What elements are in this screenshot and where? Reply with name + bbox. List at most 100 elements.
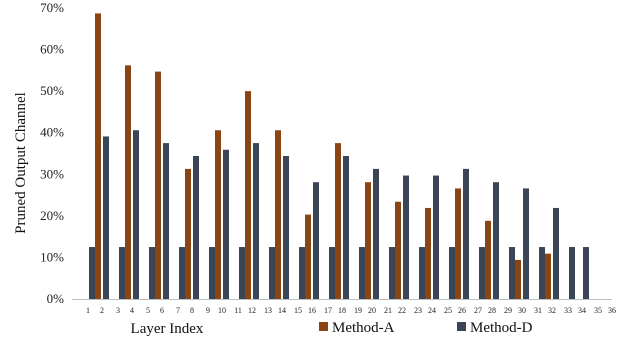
bar-method-d-layer-11 xyxy=(239,247,245,299)
bar-method-d-layer-30 xyxy=(523,188,529,299)
bar-method-d-layer-14 xyxy=(283,155,289,299)
bar-method-d-layer-10 xyxy=(223,149,229,299)
bar-method-d-layer-20 xyxy=(373,168,379,299)
y-tick-label: 20% xyxy=(40,208,64,223)
x-tick-label: 32 xyxy=(548,306,556,315)
bar-method-a-layer-10 xyxy=(215,130,221,299)
x-axis-title: Layer Index xyxy=(131,321,204,337)
y-tick-label: 70% xyxy=(40,0,64,15)
bar-method-a-layer-14 xyxy=(275,130,281,299)
bar-method-d-layer-19 xyxy=(359,247,365,299)
bar-method-d-layer-23 xyxy=(419,247,425,299)
x-tick-label: 34 xyxy=(578,306,586,315)
x-tick-label: 33 xyxy=(564,306,572,315)
y-tick-label: 40% xyxy=(40,125,64,140)
bar-method-d-layer-6 xyxy=(163,143,169,299)
bar-method-d-layer-8 xyxy=(193,155,199,299)
x-tick-label: 36 xyxy=(608,306,616,315)
bar-method-d-layer-27 xyxy=(479,247,485,299)
x-tick-label: 17 xyxy=(324,306,332,315)
legend-label-method-a: Method-A xyxy=(332,320,395,336)
bar-method-d-layer-17 xyxy=(329,247,335,299)
bar-method-a-layer-2 xyxy=(95,13,101,299)
bar-method-d-layer-21 xyxy=(389,247,395,299)
bar-method-d-layer-26 xyxy=(463,168,469,299)
bar-method-a-layer-26 xyxy=(455,188,461,299)
bar-method-d-layer-4 xyxy=(133,130,139,299)
x-tick-label: 9 xyxy=(206,306,210,315)
bar-method-d-layer-3 xyxy=(119,247,125,299)
x-tick-label: 10 xyxy=(218,306,226,315)
bar-method-a-layer-20 xyxy=(365,182,371,299)
bar-method-d-layer-12 xyxy=(253,143,259,299)
bar-method-d-layer-28 xyxy=(493,182,499,299)
bar-method-d-layer-32 xyxy=(553,207,559,299)
bar-method-d-layer-18 xyxy=(343,155,349,299)
y-tick-label: 50% xyxy=(40,83,64,98)
x-tick-label: 14 xyxy=(278,306,286,315)
bar-method-a-layer-6 xyxy=(155,71,161,300)
bar-method-a-layer-24 xyxy=(425,207,431,299)
x-tick-label: 16 xyxy=(308,306,316,315)
x-tick-label: 26 xyxy=(458,306,466,315)
legend-swatch-method-a xyxy=(319,322,328,331)
x-tick-label: 13 xyxy=(264,306,272,315)
y-tick-label: 10% xyxy=(40,249,64,264)
bar-method-d-layer-9 xyxy=(209,247,215,299)
bar-method-a-layer-18 xyxy=(335,143,341,299)
x-tick-label: 21 xyxy=(384,306,392,315)
x-tick-label: 23 xyxy=(414,306,422,315)
x-tick-label: 18 xyxy=(338,306,346,315)
bar-method-d-layer-33 xyxy=(569,247,575,299)
x-tick-label: 27 xyxy=(474,306,482,315)
bar-method-d-layer-7 xyxy=(179,247,185,299)
x-tick-label: 12 xyxy=(248,306,256,315)
bar-method-a-layer-8 xyxy=(185,168,191,299)
x-tick-label: 6 xyxy=(160,306,164,315)
bar-method-a-layer-28 xyxy=(485,220,491,299)
bar-method-d-layer-24 xyxy=(433,175,439,299)
legend-label-method-d: Method-D xyxy=(470,320,533,336)
bars xyxy=(89,13,589,300)
x-tick-label: 22 xyxy=(398,306,406,315)
bar-method-a-layer-30 xyxy=(515,259,521,299)
x-tick-label: 29 xyxy=(504,306,512,315)
bar-method-d-layer-25 xyxy=(449,247,455,299)
y-tick-label: 0% xyxy=(47,291,65,306)
x-tick-label: 7 xyxy=(176,306,180,315)
x-tick-label: 20 xyxy=(368,306,376,315)
bar-method-d-layer-29 xyxy=(509,247,515,299)
bar-method-a-layer-4 xyxy=(125,65,131,300)
bar-method-d-layer-2 xyxy=(103,136,109,299)
bar-method-a-layer-32 xyxy=(545,253,551,299)
bar-method-d-layer-31 xyxy=(539,247,545,299)
x-tick-label: 11 xyxy=(234,306,242,315)
x-tick-label: 28 xyxy=(488,306,496,315)
x-tick-label: 31 xyxy=(534,306,542,315)
bar-method-a-layer-22 xyxy=(395,201,401,299)
bar-method-d-layer-5 xyxy=(149,247,155,299)
bar-method-d-layer-13 xyxy=(269,247,275,299)
bar-method-d-layer-1 xyxy=(89,247,95,299)
x-tick-label: 30 xyxy=(518,306,526,315)
x-tick-label: 4 xyxy=(130,306,134,315)
y-tick-label: 30% xyxy=(40,166,64,181)
x-tick-label: 15 xyxy=(294,306,302,315)
bar-method-a-layer-12 xyxy=(245,91,251,300)
legend: Method-A Method-D xyxy=(319,320,533,336)
x-tick-label: 25 xyxy=(444,306,452,315)
bar-method-d-layer-34 xyxy=(583,247,589,299)
y-axis-title: Pruned Output Channel xyxy=(13,92,29,234)
x-tick-label: 24 xyxy=(428,306,436,315)
legend-swatch-method-d xyxy=(457,322,466,331)
y-tick-label: 60% xyxy=(40,42,64,57)
x-axis: 1 2 3 4 5 6 7 8 9 10 11 12 13 14 15 16 17 18 19 20 21 22 23 24 2… xyxy=(86,306,616,315)
bar-method-d-layer-16 xyxy=(313,182,319,299)
x-tick-label: 2 xyxy=(100,306,104,315)
x-tick-label: 35 xyxy=(594,306,602,315)
bar-method-a-layer-16 xyxy=(305,214,311,299)
bar-method-d-layer-22 xyxy=(403,175,409,299)
x-tick-label: 8 xyxy=(190,306,194,315)
x-tick-label: 1 xyxy=(86,306,90,315)
